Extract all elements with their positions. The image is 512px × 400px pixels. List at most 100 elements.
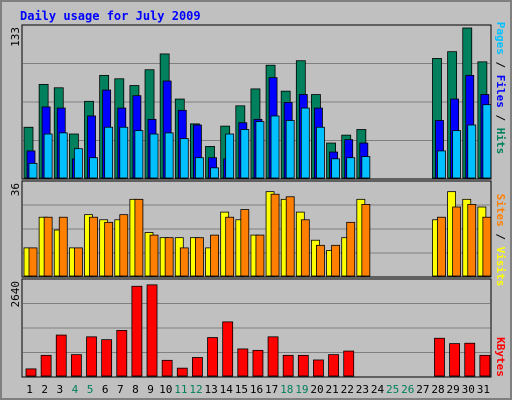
pages-bar (300, 107, 310, 179)
kbytes-bar (55, 334, 67, 377)
x-tick-label: 20 (310, 383, 323, 396)
kbytes-bar (313, 359, 324, 377)
x-tick-label: 12 (189, 383, 202, 396)
pages-bar (164, 132, 174, 179)
x-tick-label: 8 (132, 383, 139, 396)
sites-bar (452, 206, 462, 277)
series-legend: KBytes (494, 337, 507, 377)
kbytes-bar (464, 342, 476, 377)
sites-bar (195, 237, 204, 277)
x-tick-label: 5 (87, 383, 94, 396)
x-tick-label: 3 (57, 383, 64, 396)
x-tick-label: 10 (159, 383, 172, 396)
pages-bar (225, 133, 235, 179)
sites-bar (119, 214, 129, 277)
sites-bar (58, 216, 68, 277)
pages-bar (437, 150, 446, 179)
legend-separator: / (494, 108, 507, 128)
sites-bar (210, 234, 219, 277)
x-tick-label: 1 (26, 383, 33, 396)
x-tick-label: 16 (250, 383, 263, 396)
legend-pages: Pages (494, 22, 507, 55)
kbytes-bar (25, 368, 37, 377)
sites-bar (149, 234, 159, 277)
pages-bar (316, 126, 325, 179)
x-tick-label: 21 (326, 383, 339, 396)
kbytes-bar (328, 354, 339, 377)
kbytes-bar (449, 343, 461, 377)
x-tick-label: 18 (280, 383, 293, 396)
kbytes-bar (343, 350, 355, 377)
x-tick-label: 19 (295, 383, 308, 396)
kbytes-bar (40, 354, 52, 377)
sites-bar (28, 247, 38, 277)
kbytes-bar (86, 336, 97, 377)
kbytes-bar (146, 284, 158, 377)
pages-bar (331, 158, 340, 179)
x-tick-label: 23 (356, 383, 369, 396)
kbytes-bar (434, 337, 445, 377)
pages-bar (346, 157, 356, 179)
pages-bar (361, 156, 371, 179)
kbytes-bar (297, 354, 309, 377)
sites-bar (467, 204, 477, 277)
series-legend: Pages / Files / Hits (494, 22, 507, 155)
x-tick-label: 14 (220, 383, 234, 396)
x-tick-label: 7 (117, 383, 124, 396)
x-tick-label: 13 (204, 383, 217, 396)
x-tick-label: 11 (174, 383, 187, 396)
sites-bar (240, 209, 250, 277)
kbytes-bar (192, 357, 203, 377)
x-tick-label: 27 (416, 383, 429, 396)
kbytes-bar (131, 285, 143, 377)
x-tick-label: 31 (477, 383, 490, 396)
chart-title: Daily usage for July 2009 (20, 9, 201, 23)
pages-bar (482, 104, 492, 179)
legend-visits: Visits (494, 247, 507, 287)
x-tick-label: 2 (41, 383, 48, 396)
pages-bar (28, 162, 38, 179)
sites-bar (346, 221, 356, 277)
pages-bar (452, 130, 462, 179)
pages-bar (240, 129, 250, 179)
pages-bar (255, 121, 265, 179)
x-tick-label: 28 (431, 383, 444, 396)
x-tick-label: 30 (462, 383, 475, 396)
sites-bar (437, 216, 446, 277)
pages-bar (104, 126, 114, 179)
pages-bar (43, 133, 53, 179)
sites-bar (179, 247, 189, 277)
pages-bar (270, 115, 280, 179)
sites-bar (225, 216, 235, 277)
legend-files: Files (494, 75, 507, 108)
kbytes-bar (222, 321, 234, 377)
x-tick-label: 26 (401, 383, 414, 396)
axis-max-label: 36 (9, 183, 22, 196)
legend-hits: Hits (494, 128, 507, 155)
sites-bar (331, 244, 340, 277)
pages-bar (89, 157, 98, 179)
x-tick-label: 22 (341, 383, 354, 396)
x-tick-label: 15 (235, 383, 248, 396)
axis-max-label: 133 (9, 27, 22, 47)
pages-bar (134, 130, 144, 179)
sites-bar (134, 198, 144, 277)
x-tick-label: 17 (265, 383, 278, 396)
legend-separator: / (494, 55, 507, 75)
kbytes-bar (252, 349, 264, 377)
pages-bar (58, 132, 68, 179)
kbytes-bar (479, 354, 491, 377)
x-tick-label: 6 (102, 383, 109, 396)
kbytes-bar (176, 367, 188, 377)
sites-bar (270, 193, 280, 277)
sites-bar (73, 247, 83, 277)
legend-sites: Sites (494, 194, 507, 227)
pages-bar (73, 148, 83, 179)
kbytes-bar (101, 339, 113, 377)
series-legend: Sites / Visits (494, 194, 507, 287)
legend-kbytes: KBytes (494, 337, 507, 377)
sites-bar (89, 216, 98, 277)
pages-bar (149, 133, 159, 179)
sites-bar (285, 196, 295, 277)
